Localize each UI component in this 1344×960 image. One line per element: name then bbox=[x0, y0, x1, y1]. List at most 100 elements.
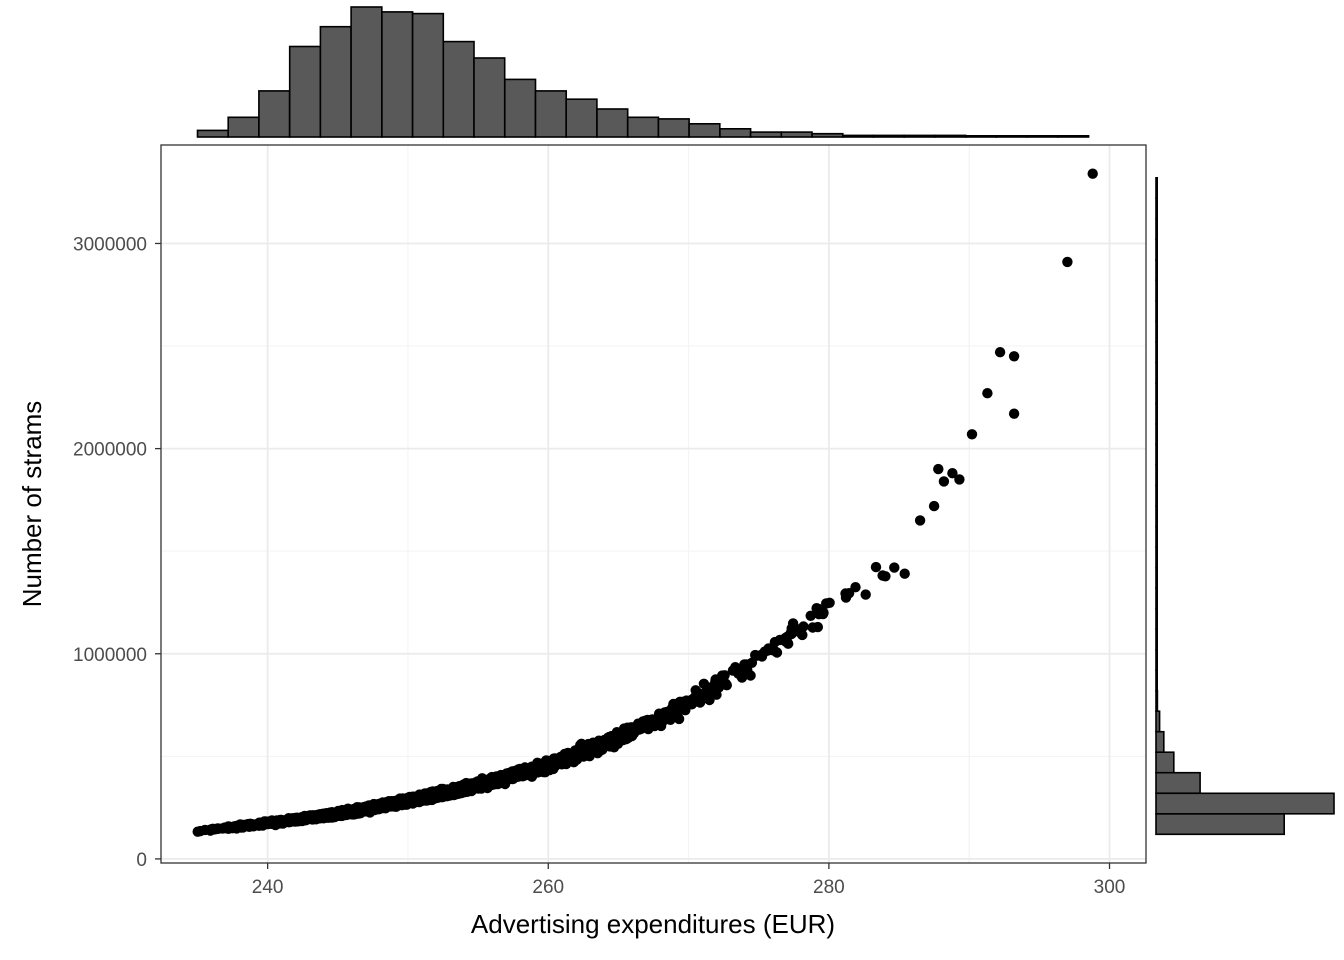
x-marginal-histogram bbox=[196, 6, 1090, 138]
y-histogram-bar bbox=[1155, 628, 1159, 651]
scatter-point bbox=[415, 795, 426, 806]
scatter-point bbox=[982, 388, 993, 399]
x-tick-label: 260 bbox=[532, 877, 564, 898]
x-histogram-bar bbox=[841, 134, 875, 138]
y-axis-title: Number of strams bbox=[17, 401, 47, 608]
scatter-point bbox=[668, 709, 680, 720]
x-histogram-bar bbox=[350, 6, 383, 138]
scatter-point bbox=[223, 823, 234, 834]
scatter-point bbox=[771, 647, 783, 658]
y-tick-label: 1000000 bbox=[73, 645, 147, 666]
y-histogram-bar bbox=[1155, 607, 1159, 630]
y-histogram-bar bbox=[1155, 238, 1159, 261]
y-histogram-bar bbox=[1155, 771, 1201, 795]
y-histogram-bar bbox=[1155, 505, 1159, 528]
scatter-point bbox=[1087, 168, 1098, 179]
scatter-point bbox=[966, 429, 978, 440]
y-histogram-bar bbox=[1155, 423, 1159, 446]
plot-panel-border bbox=[160, 144, 1147, 864]
x-histogram-bar bbox=[657, 118, 690, 138]
scatter-point bbox=[450, 789, 461, 800]
y-histogram-bar bbox=[1155, 648, 1159, 672]
x-histogram-bar bbox=[534, 90, 568, 138]
scatter-point bbox=[245, 821, 257, 832]
y-tick-label: 3000000 bbox=[73, 234, 147, 255]
y-axis: 0 1000000 2000000 3000000 bbox=[73, 234, 161, 871]
y-histogram-bar bbox=[1155, 751, 1175, 774]
x-tick-label: 280 bbox=[813, 877, 845, 898]
scatter-point bbox=[811, 603, 822, 614]
x-histogram-bar bbox=[719, 128, 752, 138]
y-histogram-bar bbox=[1155, 525, 1159, 548]
y-histogram-bar bbox=[1155, 341, 1159, 364]
y-histogram-bar bbox=[1155, 710, 1161, 733]
scatter-point bbox=[701, 692, 712, 704]
y-histogram-bar bbox=[1155, 300, 1159, 323]
scatter-point bbox=[877, 570, 888, 581]
scatter-point bbox=[954, 474, 965, 485]
scatter-point bbox=[643, 723, 654, 735]
scatter-point bbox=[690, 691, 701, 702]
x-histogram-bar bbox=[811, 132, 844, 138]
x-histogram-bar bbox=[964, 135, 998, 138]
x-histogram-bar bbox=[196, 129, 230, 138]
y-histogram-bar bbox=[1155, 812, 1285, 836]
grid-lines bbox=[161, 145, 1146, 863]
scatter-point bbox=[870, 561, 882, 573]
scatter-point bbox=[628, 725, 639, 736]
y-histogram-bar bbox=[1155, 382, 1159, 405]
scatter-point bbox=[234, 821, 246, 832]
x-histogram-bar bbox=[288, 45, 322, 138]
scatter-point bbox=[397, 795, 408, 807]
scatter-point bbox=[1008, 408, 1020, 419]
scatter-point bbox=[532, 762, 543, 774]
x-histogram-bar bbox=[1026, 135, 1059, 138]
scatter-point bbox=[807, 622, 818, 633]
x-histogram-bar bbox=[995, 135, 1028, 138]
x-histogram-bar bbox=[749, 131, 783, 138]
scatter-point bbox=[805, 610, 816, 621]
scatter-point bbox=[780, 634, 791, 646]
y-histogram-bar bbox=[1155, 587, 1159, 610]
y-histogram-bar bbox=[1155, 259, 1159, 282]
scatter-point bbox=[608, 737, 620, 748]
x-axis: 240 260 280 300 bbox=[252, 863, 1126, 898]
y-histogram-bar bbox=[1155, 361, 1159, 384]
scatter-point bbox=[860, 589, 871, 600]
plot-panel-background bbox=[161, 145, 1146, 863]
x-histogram-bar bbox=[934, 134, 967, 138]
scatter-point bbox=[686, 699, 697, 710]
scatter-point bbox=[351, 802, 363, 813]
scatter-point bbox=[933, 463, 944, 475]
y-histogram-bar bbox=[1155, 177, 1159, 200]
y-histogram-bar bbox=[1155, 669, 1159, 692]
scatter-point bbox=[994, 347, 1006, 358]
x-axis-title: Advertising expenditures (EUR) bbox=[471, 909, 835, 939]
scatter-point bbox=[257, 818, 268, 830]
y-histogram-bar bbox=[1155, 484, 1159, 507]
scatter-point bbox=[797, 629, 808, 641]
scatter-point bbox=[572, 746, 583, 757]
x-tick-label: 300 bbox=[1094, 877, 1126, 898]
scatter-point bbox=[1062, 256, 1073, 268]
scatter-point bbox=[745, 670, 756, 681]
x-histogram-bar bbox=[227, 116, 260, 138]
x-histogram-bar bbox=[903, 134, 936, 138]
scatter-point bbox=[334, 807, 345, 818]
scatter-point bbox=[899, 568, 910, 579]
scatter-point bbox=[736, 672, 748, 683]
x-histogram-bar bbox=[442, 40, 475, 138]
scatter-point bbox=[938, 476, 950, 487]
x-histogram-bar bbox=[381, 11, 414, 138]
x-histogram-bar bbox=[258, 90, 291, 138]
scatter-point bbox=[843, 588, 855, 599]
y-histogram-bar bbox=[1155, 279, 1159, 302]
x-histogram-bar bbox=[780, 131, 813, 138]
scatter-point bbox=[928, 500, 940, 512]
scatter-point bbox=[507, 773, 518, 784]
y-histogram-bar bbox=[1155, 320, 1159, 343]
scatter-point bbox=[302, 812, 313, 824]
y-tick-label: 0 bbox=[136, 850, 147, 871]
y-histogram-bar bbox=[1155, 792, 1335, 815]
x-histogram-bar bbox=[319, 25, 352, 138]
